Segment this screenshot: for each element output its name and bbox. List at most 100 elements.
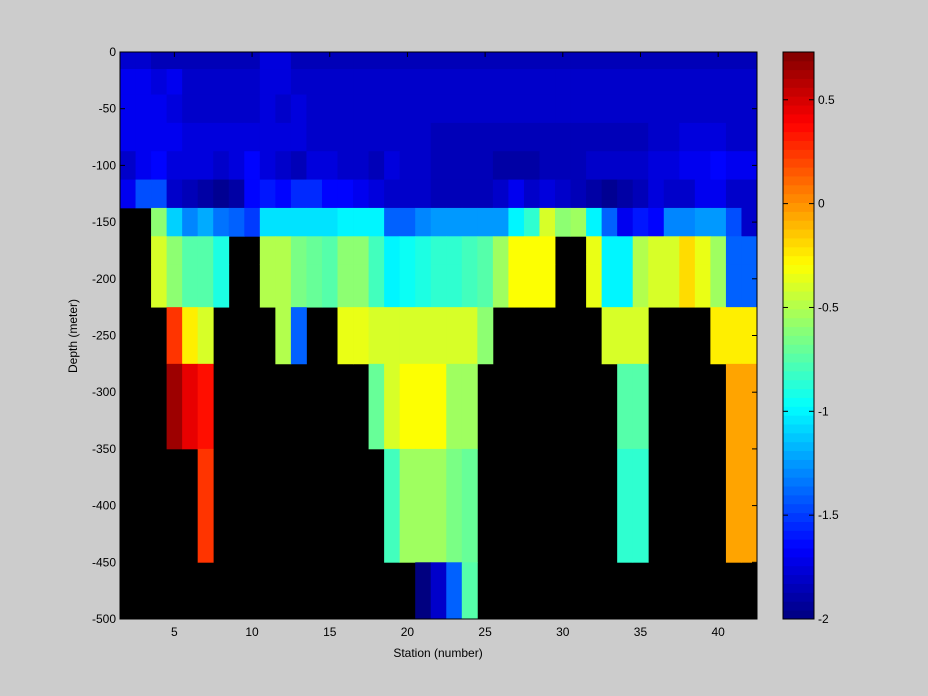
colorbar-segment — [783, 220, 814, 230]
heatmap-cell — [337, 307, 354, 365]
heatmap-cell — [182, 151, 199, 180]
heatmap-cell — [725, 151, 742, 180]
heatmap-cell — [384, 151, 401, 180]
heatmap-cell — [477, 179, 494, 209]
heatmap-cell — [384, 264, 401, 308]
heatmap-cell — [337, 69, 354, 95]
heatmap-cell — [492, 151, 509, 180]
colorbar-segment — [783, 317, 814, 328]
x-tick-label: 25 — [478, 625, 492, 639]
heatmap-cell — [182, 236, 199, 266]
heatmap-cell — [725, 236, 742, 266]
heatmap-cell — [741, 69, 758, 95]
heatmap-cell — [228, 207, 245, 237]
heatmap-cell — [508, 207, 525, 237]
heatmap-cell — [415, 94, 432, 124]
colorbar-segment — [783, 114, 814, 124]
y-axis-label: Depth (meter) — [66, 299, 80, 373]
heatmap-cell — [663, 179, 680, 209]
heatmap-cell — [523, 207, 540, 237]
heatmap-cell — [135, 122, 152, 152]
heatmap-cell — [694, 207, 711, 237]
colorbar-segment — [783, 60, 814, 71]
colorbar-segment — [783, 530, 814, 540]
heatmap-cell — [741, 122, 758, 152]
heatmap-cell — [586, 122, 603, 152]
heatmap-cell — [135, 69, 152, 95]
colorbar-segment — [783, 273, 814, 283]
y-tick-label: -500 — [92, 612, 116, 626]
heatmap-cell — [197, 122, 214, 152]
heatmap-cell — [353, 122, 369, 152]
heatmap-cell — [337, 236, 354, 266]
colorbar-segment — [783, 140, 814, 150]
heatmap-cell — [228, 179, 245, 209]
heatmap-cell — [446, 179, 463, 209]
heatmap-cell — [306, 264, 323, 308]
colorbar-segment — [783, 379, 814, 390]
heatmap-cell — [632, 122, 649, 152]
heatmap-cell — [523, 94, 540, 124]
heatmap-cell — [120, 52, 136, 70]
heatmap-cell — [321, 179, 338, 209]
heatmap-cell — [182, 69, 199, 95]
heatmap-cell — [523, 236, 540, 266]
heatmap-cell — [446, 207, 463, 237]
heatmap-cell — [446, 69, 463, 95]
colorbar-segment — [783, 105, 814, 115]
x-tick-label: 10 — [245, 625, 259, 639]
heatmap-cell — [399, 52, 416, 70]
heatmap-cell — [166, 151, 183, 180]
colorbar-segment — [783, 52, 814, 62]
heatmap-cell — [290, 151, 307, 180]
heatmap-cell — [399, 307, 416, 365]
heatmap-cell — [694, 94, 711, 124]
heatmap-cell — [166, 264, 183, 308]
heatmap-cell — [586, 264, 603, 308]
colorbar-segment — [783, 69, 814, 79]
heatmap-cell — [725, 69, 742, 95]
heatmap-cell — [151, 179, 168, 209]
heatmap-cell — [694, 264, 711, 308]
heatmap-cell — [275, 179, 292, 209]
heatmap-plot — [119, 51, 758, 620]
heatmap-cell — [213, 179, 230, 209]
heatmap-cell — [259, 151, 276, 180]
heatmap-cell — [508, 94, 525, 124]
heatmap-cells — [120, 52, 758, 620]
heatmap-cell — [290, 207, 307, 237]
heatmap-cell — [461, 448, 478, 563]
colorbar-segment — [783, 362, 814, 372]
heatmap-cell — [710, 307, 727, 365]
heatmap-cell — [446, 52, 463, 70]
heatmap-cell — [306, 179, 323, 209]
heatmap-cell — [213, 122, 230, 152]
heatmap-cell — [648, 179, 665, 209]
heatmap-cell — [337, 52, 354, 70]
heatmap-cell — [384, 122, 401, 152]
colorbar-tick-label: -1.5 — [818, 508, 839, 522]
heatmap-cell — [430, 307, 447, 365]
heatmap-cell — [741, 307, 758, 365]
heatmap-cell — [632, 307, 649, 365]
heatmap-cell — [213, 151, 230, 180]
heatmap-cell — [586, 52, 603, 70]
colorbar-segment — [783, 424, 814, 434]
heatmap-cell — [539, 52, 556, 70]
heatmap-cell — [197, 448, 214, 563]
heatmap-cell — [492, 207, 509, 237]
heatmap-cell — [353, 151, 369, 180]
y-tick-label: -200 — [92, 272, 116, 286]
heatmap-cell — [353, 264, 369, 308]
heatmap-cell — [135, 52, 152, 70]
heatmap-cell — [741, 236, 758, 266]
heatmap-cell — [259, 69, 276, 95]
heatmap-cell — [523, 52, 540, 70]
heatmap-cell — [539, 179, 556, 209]
heatmap-cell — [508, 264, 525, 308]
colorbar-segment — [783, 184, 814, 195]
heatmap-cell — [586, 236, 603, 266]
heatmap-cell — [399, 69, 416, 95]
heatmap-cell — [290, 307, 307, 365]
colorbar-tick-label: -1 — [818, 404, 829, 418]
